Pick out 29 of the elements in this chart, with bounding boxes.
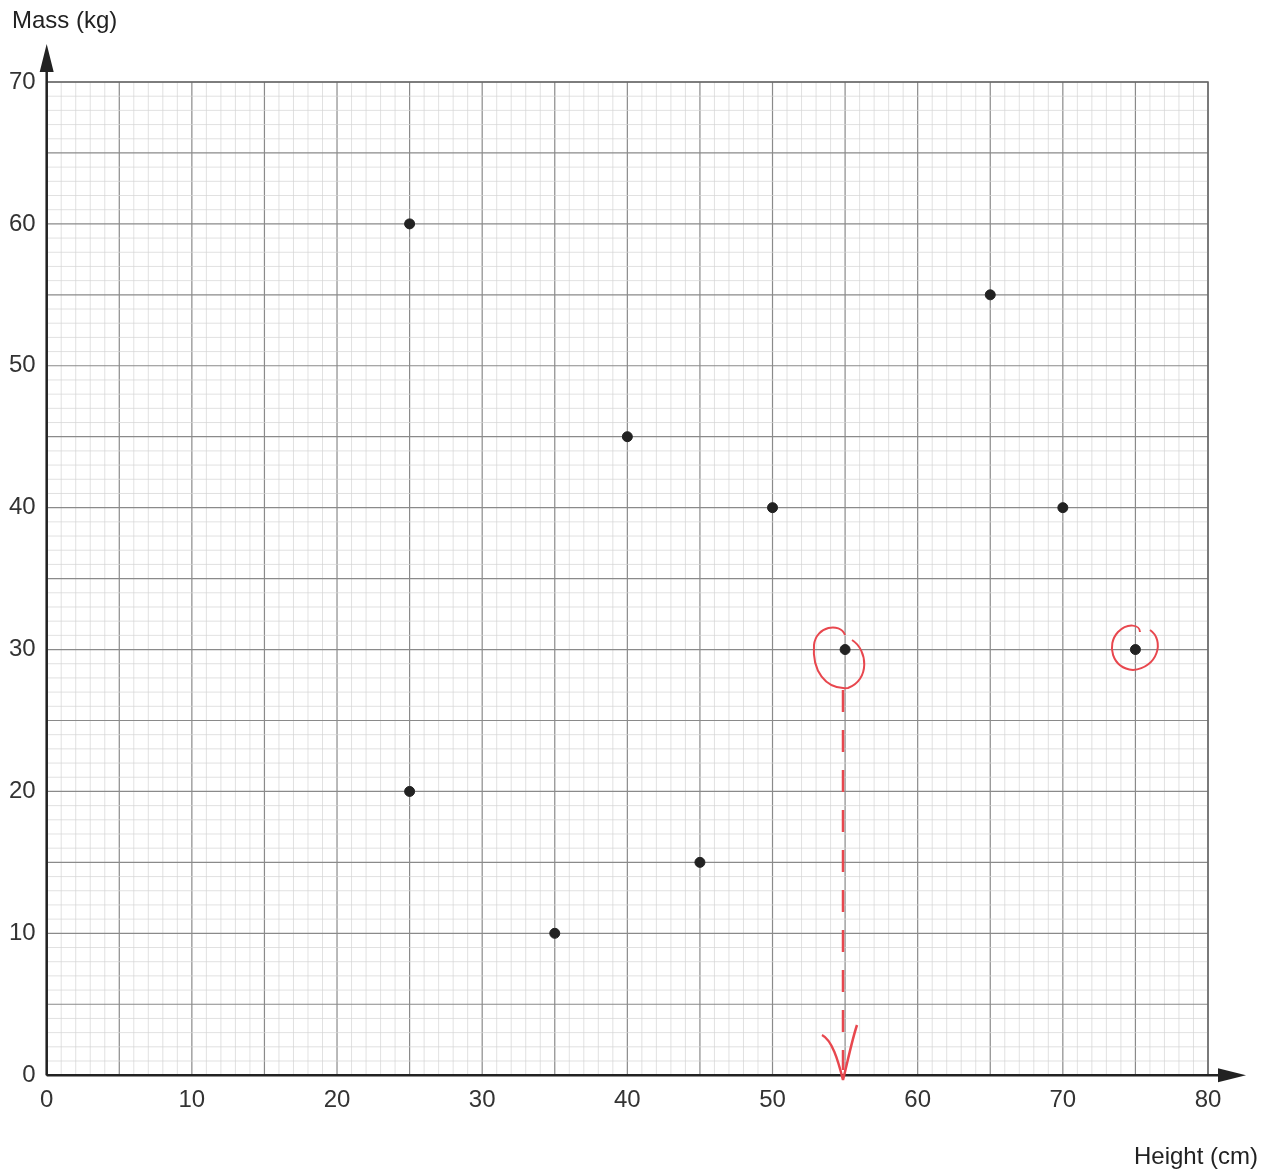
point (694, 856, 706, 868)
point (621, 431, 633, 443)
point (984, 289, 996, 301)
point (404, 785, 416, 797)
point (1129, 644, 1141, 656)
y-tick-label: 30 (8, 634, 36, 662)
x-tick-label: 0 (40, 1085, 54, 1113)
x-tick-label: 60 (904, 1085, 932, 1113)
y-tick-label: 50 (8, 350, 36, 378)
point (404, 218, 416, 230)
point (549, 927, 561, 939)
y-tick-label: 40 (8, 492, 36, 520)
point (839, 644, 851, 656)
x-tick-label: 80 (1194, 1085, 1222, 1113)
y-tick-label: 10 (8, 917, 36, 945)
y-tick-label: 60 (8, 208, 36, 236)
x-tick-label: 40 (614, 1085, 641, 1113)
point (767, 502, 779, 514)
y-tick-label: 70 (8, 66, 36, 94)
x-tick-label: 10 (178, 1085, 206, 1113)
x-tick-label: 50 (759, 1085, 786, 1113)
x-tick-label: 70 (1049, 1085, 1077, 1113)
x-tick-label: 20 (323, 1085, 351, 1113)
x-axis-title: Height (cm) (1133, 1142, 1258, 1170)
x-tick-label: 30 (468, 1085, 496, 1113)
y-tick-label: 0 (22, 1059, 36, 1087)
y-tick-label: 20 (8, 776, 36, 804)
y-axis-title: Mass (kg) (12, 6, 118, 34)
point (1057, 502, 1069, 514)
